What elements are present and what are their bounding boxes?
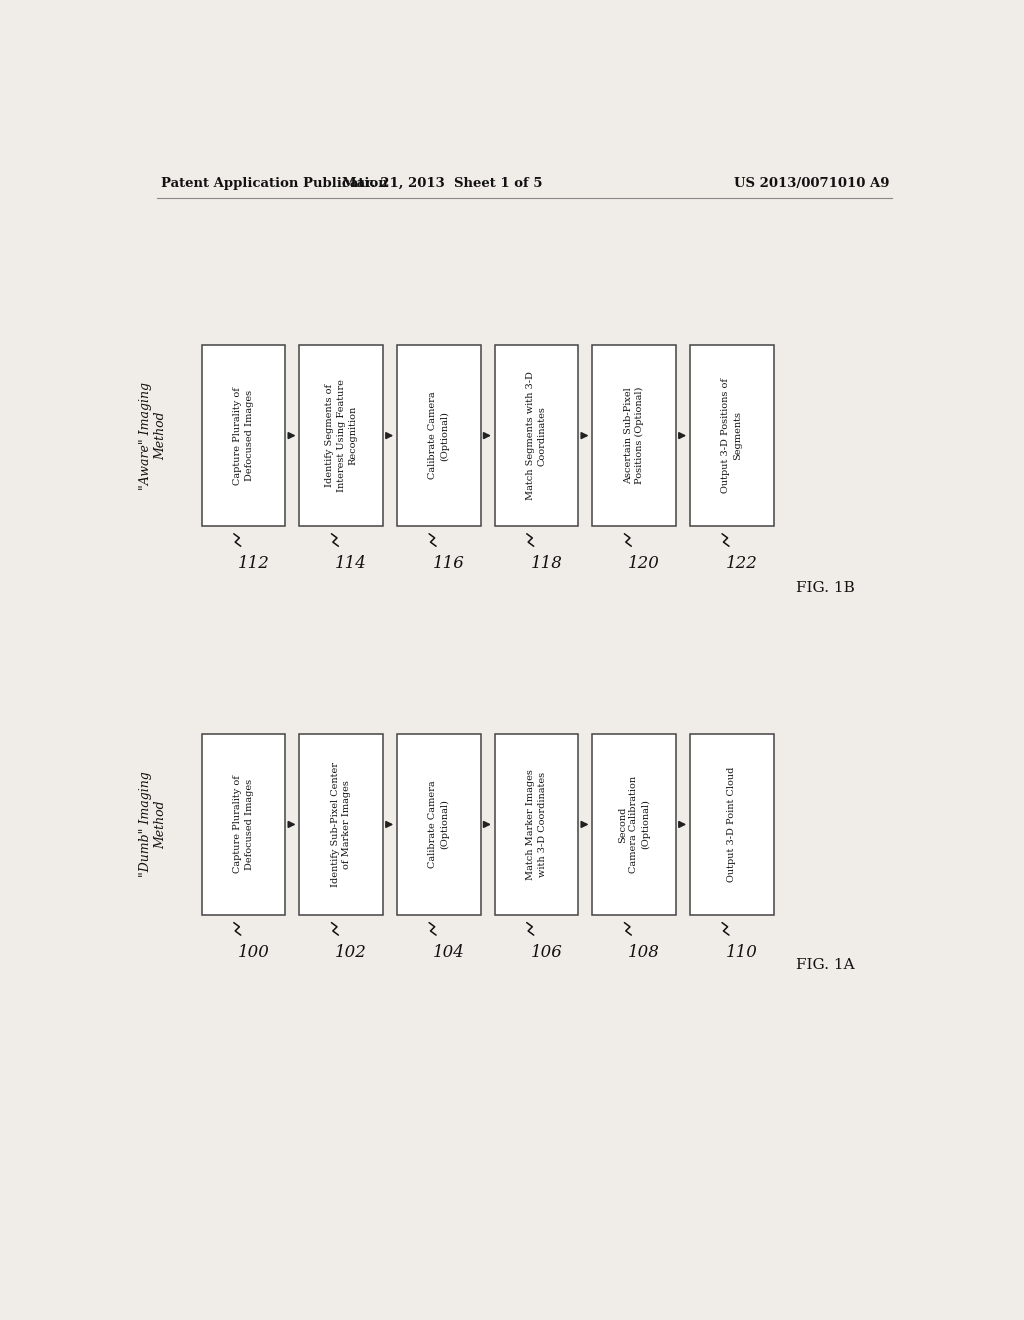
Text: Patent Application Publication: Patent Application Publication [161, 177, 387, 190]
Text: 110: 110 [726, 944, 758, 961]
Text: Capture Plurality of
Defocused Images: Capture Plurality of Defocused Images [233, 387, 254, 484]
Text: Identify Sub-Pixel Center
of Marker Images: Identify Sub-Pixel Center of Marker Imag… [331, 762, 351, 887]
Text: Output 3-D Positions of
Segments: Output 3-D Positions of Segments [722, 378, 742, 494]
FancyBboxPatch shape [397, 734, 480, 915]
Text: US 2013/0071010 A9: US 2013/0071010 A9 [733, 177, 889, 190]
Text: FIG. 1B: FIG. 1B [796, 581, 855, 595]
Text: Ascertain Sub-Pixel
Positions (Optional): Ascertain Sub-Pixel Positions (Optional) [624, 387, 644, 484]
Text: "Aware" Imaging
Method: "Aware" Imaging Method [139, 381, 167, 490]
FancyBboxPatch shape [592, 345, 676, 527]
FancyBboxPatch shape [299, 345, 383, 527]
Text: Second
Camera Calibration
(Optional): Second Camera Calibration (Optional) [618, 776, 650, 873]
Text: 102: 102 [335, 944, 368, 961]
FancyBboxPatch shape [202, 345, 286, 527]
Text: 104: 104 [433, 944, 465, 961]
Text: Capture Plurality of
Defocused Images: Capture Plurality of Defocused Images [233, 776, 254, 874]
Text: 106: 106 [530, 944, 562, 961]
FancyBboxPatch shape [299, 734, 383, 915]
Text: 120: 120 [628, 556, 660, 573]
Text: 118: 118 [530, 556, 562, 573]
Text: Identify Segments of
Interest Using Feature
Recognition: Identify Segments of Interest Using Feat… [326, 379, 357, 492]
FancyBboxPatch shape [592, 734, 676, 915]
FancyBboxPatch shape [495, 734, 579, 915]
Text: 108: 108 [628, 944, 660, 961]
Text: Output 3-D Point Cloud: Output 3-D Point Cloud [727, 767, 736, 882]
Text: Mar. 21, 2013  Sheet 1 of 5: Mar. 21, 2013 Sheet 1 of 5 [342, 177, 542, 190]
Text: "Dumb" Imaging
Method: "Dumb" Imaging Method [139, 772, 167, 878]
FancyBboxPatch shape [202, 734, 286, 915]
Text: 112: 112 [238, 556, 269, 573]
Text: 122: 122 [726, 556, 758, 573]
Text: 116: 116 [433, 556, 465, 573]
FancyBboxPatch shape [397, 345, 480, 527]
Text: FIG. 1A: FIG. 1A [796, 958, 855, 973]
FancyBboxPatch shape [495, 345, 579, 527]
FancyBboxPatch shape [690, 734, 773, 915]
Text: 100: 100 [238, 944, 269, 961]
Text: Match Segments with 3-D
Coordinates: Match Segments with 3-D Coordinates [526, 371, 547, 500]
Text: Match Marker Images
with 3-D Coordinates: Match Marker Images with 3-D Coordinates [526, 770, 547, 880]
FancyBboxPatch shape [690, 345, 773, 527]
Text: 114: 114 [335, 556, 368, 573]
Text: Calibrate Camera
(Optional): Calibrate Camera (Optional) [428, 392, 450, 479]
Text: Calibrate Camera
(Optional): Calibrate Camera (Optional) [428, 780, 450, 869]
